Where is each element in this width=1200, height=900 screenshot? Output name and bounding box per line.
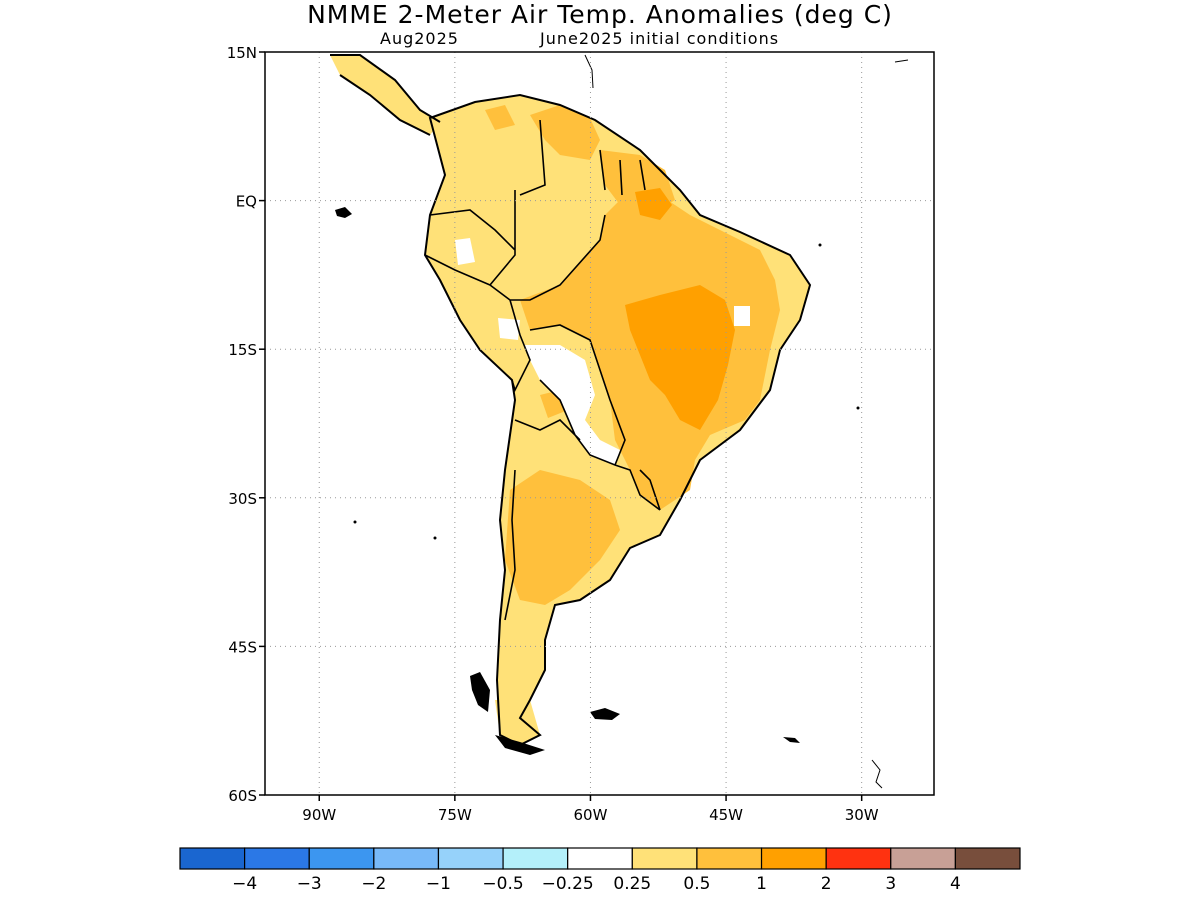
colorbar-swatch xyxy=(308,847,375,870)
lat-tick-label: 15N xyxy=(227,44,257,62)
shading-peru-coast-neutral xyxy=(498,318,520,340)
colorbar-swatch xyxy=(373,847,440,870)
colorbar-label: 1 xyxy=(756,874,767,894)
lat-tick-label: 45S xyxy=(228,638,257,656)
colorbar-label: 3 xyxy=(885,874,896,894)
map-frame xyxy=(264,51,935,796)
colorbar-label: −0.25 xyxy=(542,874,594,894)
colorbar-label: −4 xyxy=(232,874,257,894)
colorbar-label: −1 xyxy=(426,874,451,894)
shading-north-coast xyxy=(530,105,600,160)
colorbar-swatch xyxy=(760,847,827,870)
shading-central-brazil-core xyxy=(625,285,735,430)
lon-tick-label: 75W xyxy=(438,806,472,824)
forecast-month: Aug2025 xyxy=(380,29,459,48)
colorbar: −4 −3 −2 −1 −0.5 −0.25 0.25 0.5 1 2 3 4 xyxy=(179,847,1021,894)
colorbar-swatch xyxy=(567,847,633,870)
colorbar-swatch xyxy=(244,847,310,870)
island-dot xyxy=(856,406,860,410)
lat-tick-label: 60S xyxy=(228,787,257,805)
shading-brazil-neutral xyxy=(734,306,750,326)
colorbar-swatch xyxy=(890,847,956,870)
south-georgia xyxy=(783,737,800,743)
colorbar-swatch xyxy=(696,847,763,870)
tierra-del-fuego xyxy=(495,735,545,755)
colorbar-label: 4 xyxy=(950,874,961,894)
colorbar-swatch xyxy=(179,847,246,870)
lon-tick-label: 45W xyxy=(709,806,743,824)
lat-tick-label: 15S xyxy=(228,341,257,359)
longitude-axis: 90W 75W 60W 45W 30W xyxy=(302,795,879,824)
shading-argentina xyxy=(505,470,620,605)
coastline-central-america xyxy=(330,54,441,136)
colorbar-label: −0.5 xyxy=(482,874,523,894)
colorbar-swatch xyxy=(631,847,698,870)
shading-bolivia-neutral xyxy=(525,345,620,465)
lat-tick-label: 30S xyxy=(228,490,257,508)
shading-patagonia xyxy=(495,700,540,745)
chilean-archipelago xyxy=(470,672,490,712)
island-dot xyxy=(353,520,357,524)
shading-amapa-core xyxy=(635,188,672,220)
colorbar-label: 0.25 xyxy=(613,874,651,894)
lon-tick-label: 60W xyxy=(573,806,607,824)
initial-conditions: June2025 initial conditions xyxy=(540,29,780,48)
shading-colombia-spot xyxy=(485,105,515,130)
lat-tick-label: EQ xyxy=(236,193,257,211)
colorbar-label: −2 xyxy=(361,874,386,894)
lon-tick-label: 90W xyxy=(302,806,336,824)
colorbar-label: 0.5 xyxy=(683,874,710,894)
latitude-axis: 15N EQ 15S 30S 45S 60S xyxy=(227,44,265,805)
colorbar-swatch xyxy=(437,847,504,870)
shading-central-america xyxy=(330,55,440,135)
national-borders xyxy=(424,119,661,621)
colorbar-swatch xyxy=(825,847,892,870)
colorbar-label: 2 xyxy=(821,874,832,894)
island-dot xyxy=(818,243,822,247)
caribbean-islands xyxy=(584,54,909,89)
galapagos-islands xyxy=(335,207,352,218)
island-dot xyxy=(433,536,437,540)
colorbar-swatch xyxy=(954,847,1021,870)
falkland-islands xyxy=(590,708,620,720)
colorbar-label: −3 xyxy=(297,874,322,894)
colorbar-swatch xyxy=(502,847,569,870)
chart-title: NMME 2-Meter Air Temp. Anomalies (deg C) xyxy=(307,0,893,29)
shading-peru-neutral xyxy=(455,238,475,265)
south-sandwich xyxy=(871,759,883,789)
lon-tick-label: 30W xyxy=(845,806,879,824)
